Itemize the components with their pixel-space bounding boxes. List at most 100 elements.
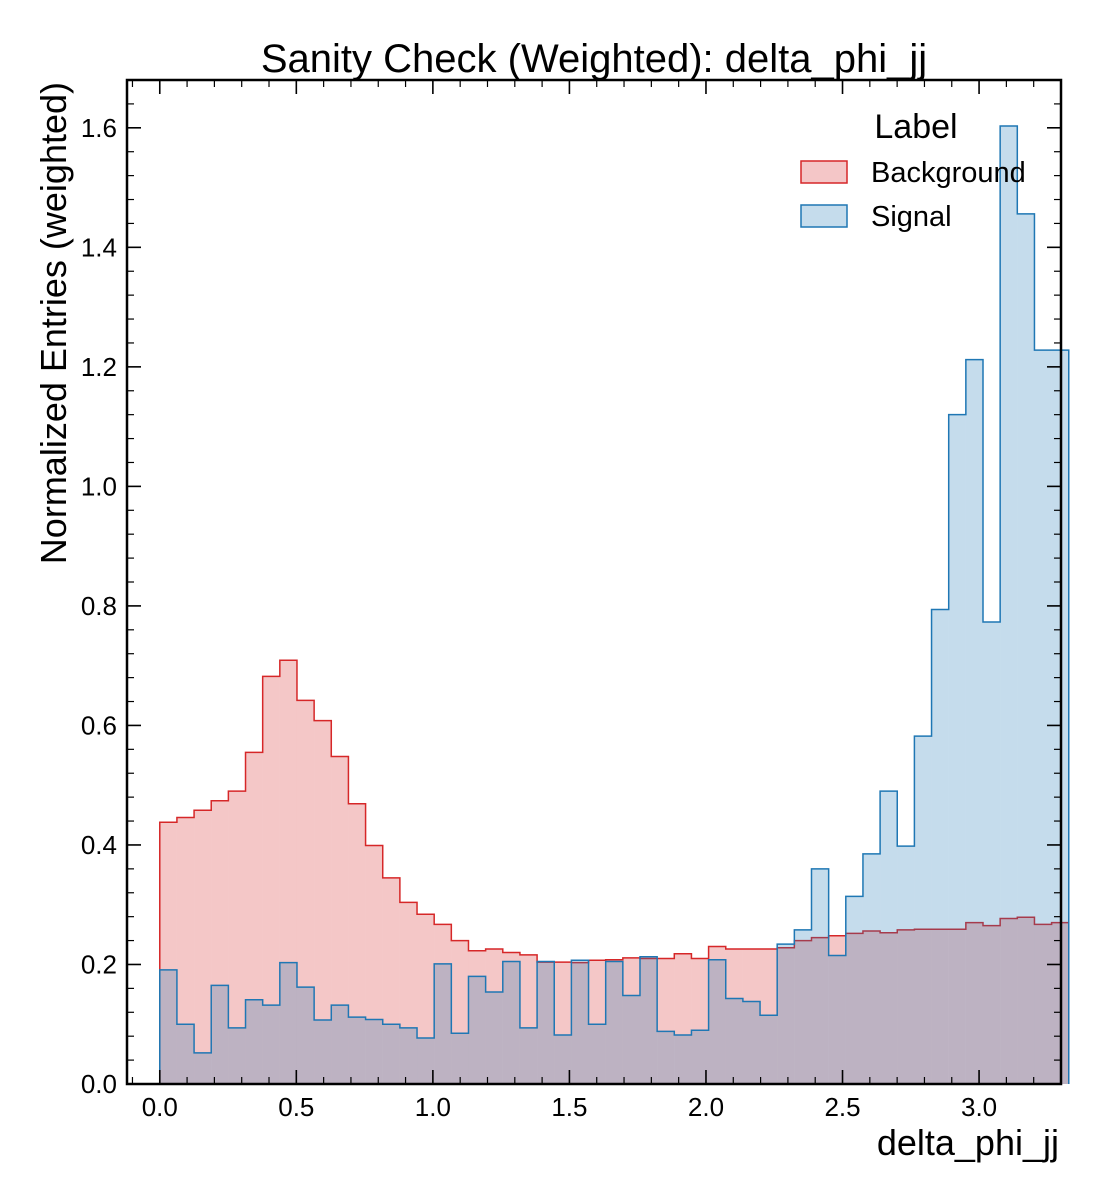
signal-bin bbox=[965, 359, 984, 1085]
signal-bin bbox=[1017, 213, 1035, 1084]
background-bin bbox=[897, 929, 915, 1084]
signal-bin bbox=[605, 961, 623, 1084]
background-bin bbox=[674, 953, 692, 1084]
signal-bin bbox=[519, 1027, 538, 1084]
signal-bin bbox=[485, 991, 503, 1084]
background-bin bbox=[605, 959, 623, 1084]
signal-bin bbox=[262, 1005, 280, 1084]
background-bin bbox=[965, 922, 984, 1084]
background-bin bbox=[365, 845, 383, 1084]
signal-bin bbox=[588, 1024, 606, 1084]
y-tick-label: 1.6 bbox=[81, 113, 117, 143]
legend-swatch-background bbox=[800, 160, 848, 184]
signal-bin bbox=[194, 1052, 212, 1084]
signal-bin bbox=[176, 1024, 195, 1084]
background-bin bbox=[296, 700, 315, 1084]
signal-bin bbox=[1000, 126, 1018, 1085]
background-bin bbox=[880, 932, 898, 1084]
signal-bin bbox=[880, 791, 898, 1084]
signal-bin bbox=[502, 961, 520, 1084]
signal-bin bbox=[159, 969, 177, 1084]
y-axis-label: Normalized Entries (weighted) bbox=[33, 82, 74, 564]
background-bin bbox=[245, 752, 263, 1084]
background-bin bbox=[348, 803, 366, 1084]
x-tick-label: 0.0 bbox=[142, 1092, 178, 1122]
background-bin bbox=[262, 676, 280, 1084]
legend-label-background: Background bbox=[871, 157, 1026, 189]
axis-ticks: 0.0 0.5 1.0 1.5 2.0 2.5 3.0 0.0 0.2 0.4 0.6 0.8 1.0 1… bbox=[81, 79, 1061, 1122]
background-bin bbox=[742, 948, 761, 1084]
background-bin bbox=[468, 950, 486, 1084]
signal-bin bbox=[468, 976, 486, 1084]
signal-bin bbox=[811, 868, 829, 1084]
signal-bin bbox=[983, 622, 1001, 1084]
background-bin bbox=[931, 929, 949, 1084]
signal-bin bbox=[742, 1001, 761, 1084]
background-bin bbox=[777, 947, 795, 1084]
signal-bin bbox=[434, 963, 452, 1084]
x-tick-label: 0.5 bbox=[278, 1092, 314, 1122]
background-bin bbox=[502, 952, 520, 1084]
background-bin bbox=[331, 756, 349, 1084]
background-bin bbox=[811, 937, 829, 1084]
background-bin bbox=[451, 940, 469, 1084]
signal-bin bbox=[914, 736, 932, 1084]
signal-bin bbox=[296, 987, 315, 1084]
background-bin bbox=[622, 957, 640, 1084]
legend-title: Label bbox=[874, 108, 957, 146]
background-bin bbox=[760, 948, 778, 1084]
signal-bin bbox=[897, 846, 915, 1084]
background-bin bbox=[828, 935, 846, 1084]
signal-bin bbox=[365, 1019, 383, 1084]
background-bin bbox=[794, 940, 812, 1084]
signal-bin bbox=[862, 853, 881, 1084]
x-axis-label: delta_phi_jj bbox=[877, 1122, 1059, 1163]
signal-bin bbox=[622, 995, 640, 1084]
signal-bin bbox=[948, 414, 966, 1085]
x-tick-label: 2.5 bbox=[824, 1092, 860, 1122]
signal-bin bbox=[331, 1005, 349, 1084]
x-tick-label: 3.0 bbox=[961, 1092, 997, 1122]
y-tick-label: 0.2 bbox=[81, 949, 117, 979]
background-bin bbox=[948, 929, 966, 1084]
background-bin bbox=[725, 948, 743, 1084]
legend: Label Background Signal bbox=[800, 108, 1026, 233]
signal-bin bbox=[228, 1027, 246, 1084]
y-tick-label: 0.6 bbox=[81, 710, 117, 740]
y-tick-label: 1.2 bbox=[81, 352, 117, 382]
legend-swatch-signal bbox=[800, 204, 848, 228]
background-bin bbox=[708, 946, 726, 1084]
background-bin bbox=[228, 791, 246, 1084]
signal-bin bbox=[1034, 350, 1052, 1085]
y-tick-label: 0.4 bbox=[81, 830, 117, 860]
background-bin bbox=[588, 960, 606, 1084]
background-step-outline bbox=[159, 659, 1070, 1084]
signal-bin bbox=[348, 1017, 366, 1084]
background-bin bbox=[485, 948, 503, 1084]
signal-bin bbox=[845, 896, 863, 1084]
signal-bin bbox=[931, 609, 949, 1084]
signal-bin bbox=[554, 1034, 572, 1084]
signal-bin bbox=[279, 962, 297, 1084]
signal-step-outline bbox=[159, 125, 1070, 1084]
signal-bin bbox=[760, 1015, 778, 1084]
background-bin bbox=[862, 931, 881, 1084]
signal-bin bbox=[451, 1033, 469, 1084]
background-bin bbox=[176, 817, 195, 1084]
background-bin bbox=[519, 954, 538, 1084]
background-bin bbox=[382, 877, 400, 1084]
background-bin bbox=[845, 933, 863, 1084]
background-bin bbox=[639, 958, 658, 1084]
signal-bin bbox=[725, 998, 743, 1084]
background-bin bbox=[657, 958, 675, 1084]
signal-bin bbox=[828, 955, 846, 1084]
background-bin bbox=[1017, 917, 1035, 1084]
signal-bin bbox=[245, 999, 263, 1084]
signal-bin bbox=[639, 956, 658, 1084]
chart-title: Sanity Check (Weighted): delta_phi_jj bbox=[261, 37, 927, 81]
background-bin bbox=[914, 929, 932, 1084]
y-tick-label: 1.0 bbox=[81, 471, 117, 501]
x-tick-label: 2.0 bbox=[688, 1092, 724, 1122]
signal-bin bbox=[674, 1034, 692, 1084]
